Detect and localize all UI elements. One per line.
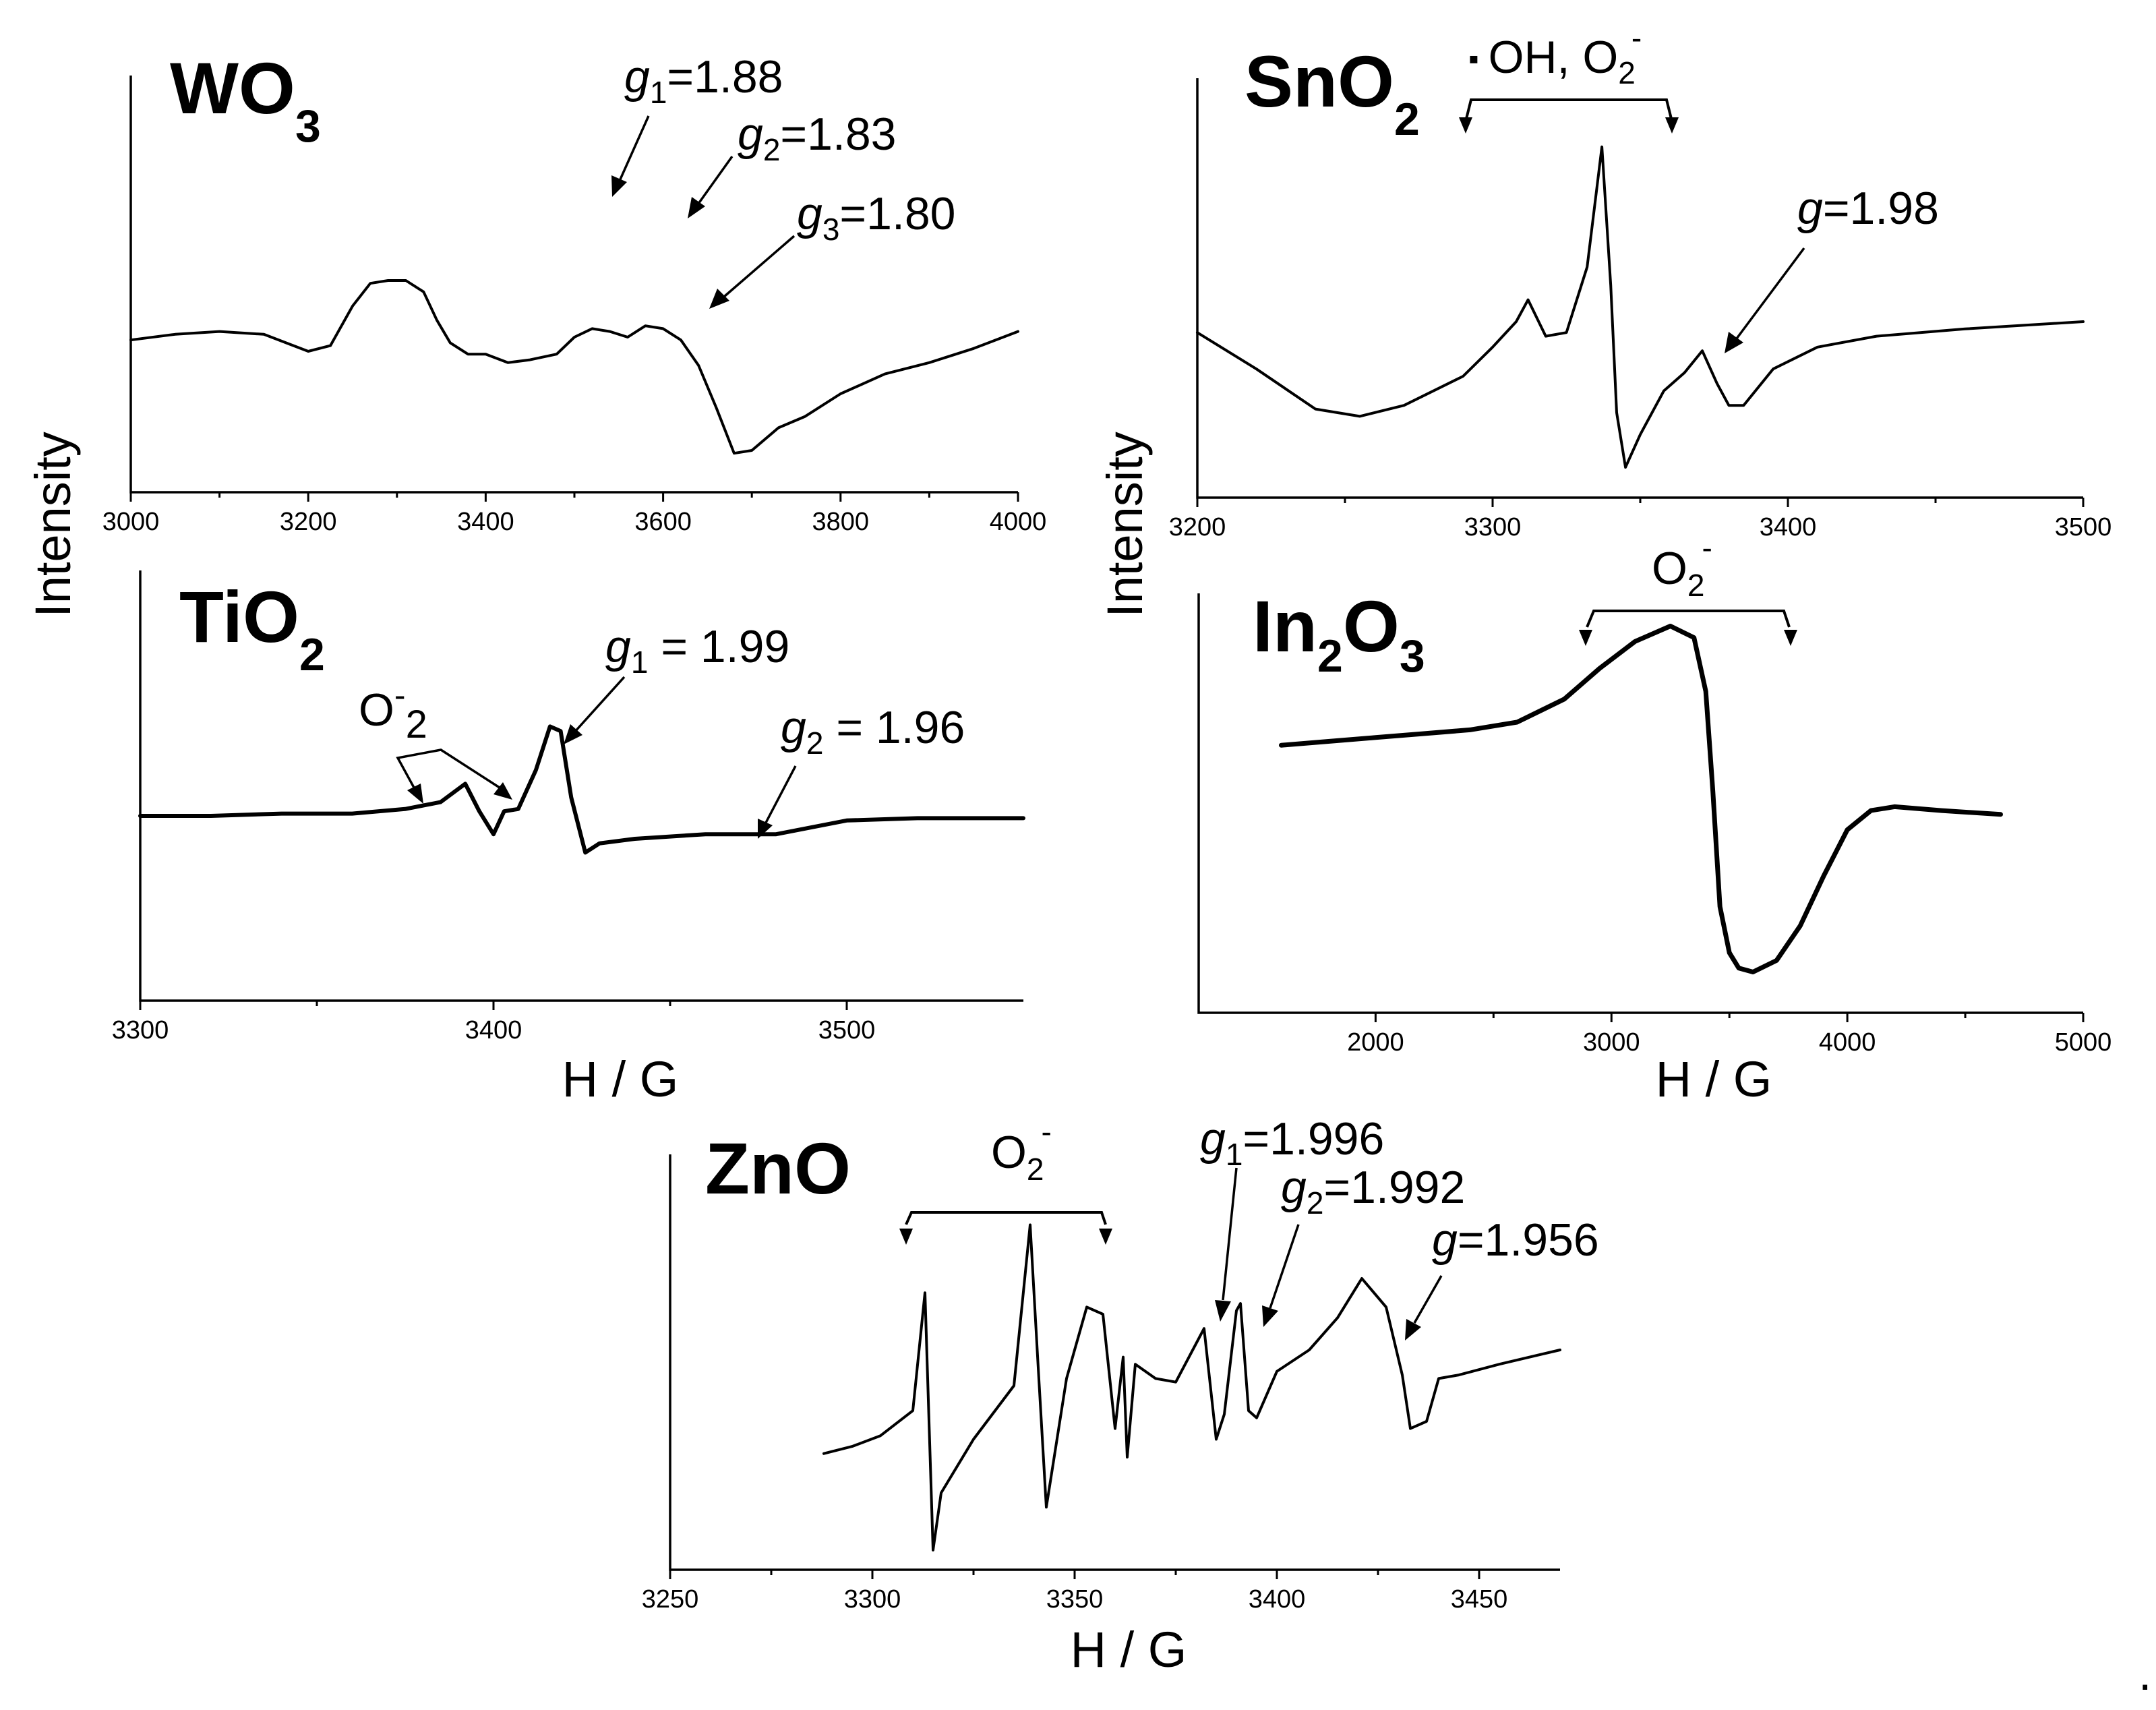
- sno2-x-tick-label: 3400: [1760, 513, 1817, 541]
- zno-x-tick-label: 3300: [844, 1585, 901, 1614]
- zno-x-ticks: 3250 3300 3350 3400 3450: [642, 1570, 1508, 1614]
- zno-annotation-g1: g1=1.996: [1200, 1113, 1384, 1172]
- wo3-arrow-g2: [688, 155, 733, 218]
- sno2-x-tick-label: 3300: [1464, 513, 1522, 541]
- tio2-x-tick-label: 3400: [465, 1016, 522, 1044]
- panel-sno2: 3200 3300 3400 3500 SnO2 ▪ OH, O2- g=1.98: [1169, 20, 2112, 541]
- sno2-x-ticks: 3200 3300 3400 3500: [1169, 498, 2112, 541]
- panel-wo3: 3000 3200 3400 3600 3800 4000 WO3 g1=1.88 g2=…: [102, 47, 1047, 536]
- zno-annotation-o2: O2-: [991, 1114, 1052, 1187]
- in2o3-axes: [1197, 593, 2083, 1014]
- wo3-arrow-g3: [709, 235, 796, 309]
- wo3-annotation-g1: g1=1.88: [624, 51, 783, 110]
- in2o3-spectrum-line: [1279, 624, 2003, 974]
- panel-tio2: 3300 3400 3500 TiO2 O-2 g1 = 1.99 g2 = 1.9…: [112, 570, 1025, 1044]
- tio2-x-axis-title: H / G: [562, 1051, 679, 1107]
- wo3-x-tick-label: 4000: [990, 508, 1047, 536]
- zno-x-axis-title: H / G: [1071, 1622, 1187, 1678]
- sno2-x-tick-label: 3500: [2055, 513, 2112, 541]
- zno-bracket: [899, 1211, 1112, 1245]
- sno2-arrow-g: [1725, 247, 1805, 353]
- panel-zno: 3250 3300 3350 3400 3450 ZnO O2- g1=1.996 g2…: [642, 1113, 1599, 1614]
- wo3-x-tick-label: 3200: [280, 508, 337, 536]
- wo3-annotation-g3: g3=1.80: [797, 188, 955, 247]
- in2o3-x-tick-label: 2000: [1347, 1028, 1404, 1057]
- tio2-arrow-g2: [758, 765, 797, 839]
- zno-x-tick-label: 3450: [1451, 1585, 1508, 1614]
- in2o3-x-ticks: 2000 3000 4000 5000: [1347, 1013, 2112, 1057]
- tio2-x-tick-label: 3300: [112, 1016, 169, 1044]
- in2o3-title: In2O3: [1253, 585, 1425, 682]
- zno-x-tick-label: 3350: [1046, 1585, 1104, 1614]
- zno-annotation-g2: g2=1.992: [1281, 1162, 1465, 1220]
- wo3-spectrum-line: [129, 279, 1019, 455]
- in2o3-annotation-o2: O2-: [1652, 530, 1712, 603]
- zno-arrow-g: [1405, 1275, 1443, 1340]
- zno-spectrum-line: [822, 1223, 1561, 1552]
- trailing-period: .: [2138, 1647, 2151, 1700]
- wo3-annotation-g2: g2=1.83: [738, 109, 896, 167]
- wo3-x-tick-label: 3600: [634, 508, 692, 536]
- zno-axes: [669, 1154, 1560, 1571]
- tio2-arrow-g1: [564, 676, 626, 744]
- wo3-x-ticks: 3000 3200 3400 3600 3800 4000: [102, 492, 1047, 536]
- left-y-axis-title: Intensity: [25, 432, 81, 618]
- wo3-arrow-g1: [611, 115, 650, 197]
- sno2-x-tick-label: 3200: [1169, 513, 1226, 541]
- wo3-x-tick-label: 3000: [102, 508, 160, 536]
- zno-arrow-g1: [1215, 1167, 1238, 1322]
- tio2-annotation-o2: O-2: [359, 676, 427, 746]
- sno2-title: SnO2: [1245, 40, 1420, 145]
- sno2-bracket: [1459, 98, 1679, 134]
- in2o3-x-tick-label: 5000: [2055, 1028, 2112, 1057]
- in2o3-x-axis-title: H / G: [1656, 1051, 1772, 1107]
- sno2-spectrum-line: [1196, 145, 2085, 469]
- tio2-annotation-g2: g2 = 1.96: [781, 702, 965, 761]
- zno-annotation-g: g=1.956: [1432, 1214, 1599, 1266]
- tio2-annotation-g1: g1 = 1.99: [605, 621, 789, 680]
- in2o3-x-tick-label: 3000: [1583, 1028, 1640, 1057]
- zno-x-tick-label: 3250: [642, 1585, 699, 1614]
- tio2-spectrum-line: [138, 724, 1025, 855]
- sno2-annotation-g: g=1.98: [1797, 183, 1939, 234]
- wo3-x-tick-label: 3400: [457, 508, 514, 536]
- in2o3-x-tick-label: 4000: [1819, 1028, 1876, 1057]
- zno-title: ZnO: [705, 1127, 851, 1209]
- wo3-x-tick-label: 3800: [812, 508, 870, 536]
- tio2-x-ticks: 3300 3400 3500: [112, 1001, 876, 1044]
- tio2-o2-arrows: [396, 748, 512, 804]
- right-y-axis-title: Intensity: [1097, 432, 1153, 618]
- panel-in2o3: 2000 3000 4000 5000 In2O3 O2-: [1197, 530, 2112, 1057]
- sno2-annotation-radicals: ▪ OH, O2-: [1468, 20, 1642, 90]
- wo3-title: WO3: [170, 47, 321, 152]
- zno-arrow-g2: [1262, 1224, 1300, 1327]
- in2o3-bracket: [1579, 610, 1797, 646]
- zno-x-tick-label: 3400: [1249, 1585, 1306, 1614]
- tio2-x-tick-label: 3500: [818, 1016, 876, 1044]
- tio2-title: TiO2: [179, 576, 325, 680]
